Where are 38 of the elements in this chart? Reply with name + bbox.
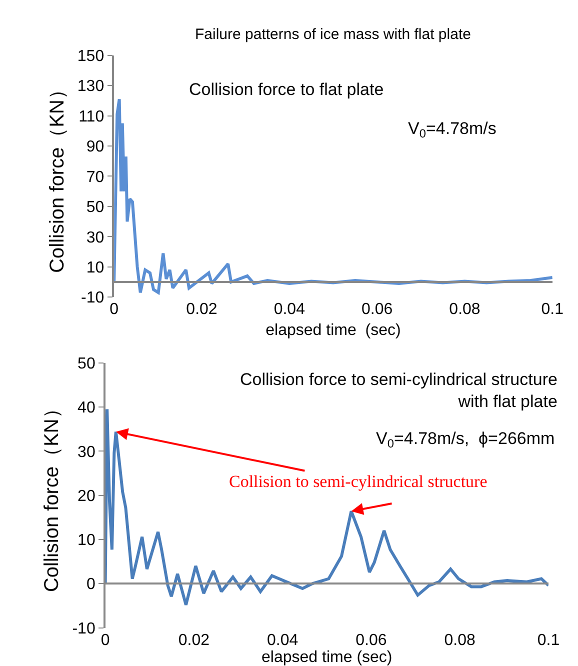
y-tick-label: 10 — [86, 259, 104, 276]
y-tick-label: 20 — [78, 488, 96, 505]
x-tick-label: 0.06 — [361, 301, 393, 318]
y-tick-label: 150 — [77, 48, 104, 65]
y-tick-label: -10 — [80, 290, 104, 307]
annotation: V$_{0}$=4.78m/s, ϕ=266mm — [376, 429, 555, 451]
y-tick-label: 90 — [86, 138, 104, 156]
y-axis-title: Collision force（KN） — [41, 398, 64, 592]
x-tick-label: 0.08 — [444, 632, 476, 649]
line-series — [114, 98, 552, 294]
y-tick-label: 50 — [78, 355, 96, 372]
y-tick-label: 40 — [78, 400, 96, 417]
y-tick-label: 70 — [86, 168, 104, 186]
y-tick-label: 50 — [86, 199, 104, 216]
annotation: Collision force to semi-cylindrical structure with flat plate — [240, 370, 558, 412]
x-tick-label: 0.08 — [449, 301, 480, 318]
y-tick-label: 130 — [77, 78, 104, 96]
x-tick-label: 0.1 — [537, 632, 560, 649]
y-tick-label: 110 — [78, 108, 104, 126]
y-tick-label: -10 — [72, 620, 96, 638]
annotation: Collision to semi-cylindrical structure — [229, 472, 488, 491]
x-axis-title: elapsed time (sec) — [266, 322, 401, 339]
x-tick-label: 0.02 — [178, 632, 210, 649]
x-tick-label: 0.02 — [186, 301, 218, 318]
x-axis-title: elapsed time (sec) — [262, 649, 392, 666]
annotation: V$_{0}$=4.78m/s — [408, 119, 496, 141]
y-axis-title: Collision force（KN） — [46, 80, 68, 273]
x-tick-label: 0 — [110, 301, 119, 318]
y-tick-label: 30 — [78, 444, 96, 461]
x-tick-label: 0.04 — [267, 632, 298, 649]
x-tick-label: 0.1 — [541, 301, 564, 318]
annotation: Collision force to flat plate — [189, 80, 384, 99]
x-tick-label: 0.04 — [274, 301, 306, 318]
y-tick-label: 0 — [86, 576, 96, 594]
x-tick-label: 0.06 — [356, 632, 387, 649]
y-tick-label: 30 — [86, 229, 104, 246]
chart-title: Failure patterns of ice mass with flat plate — [195, 26, 471, 43]
y-tick-label: 10 — [78, 532, 96, 550]
